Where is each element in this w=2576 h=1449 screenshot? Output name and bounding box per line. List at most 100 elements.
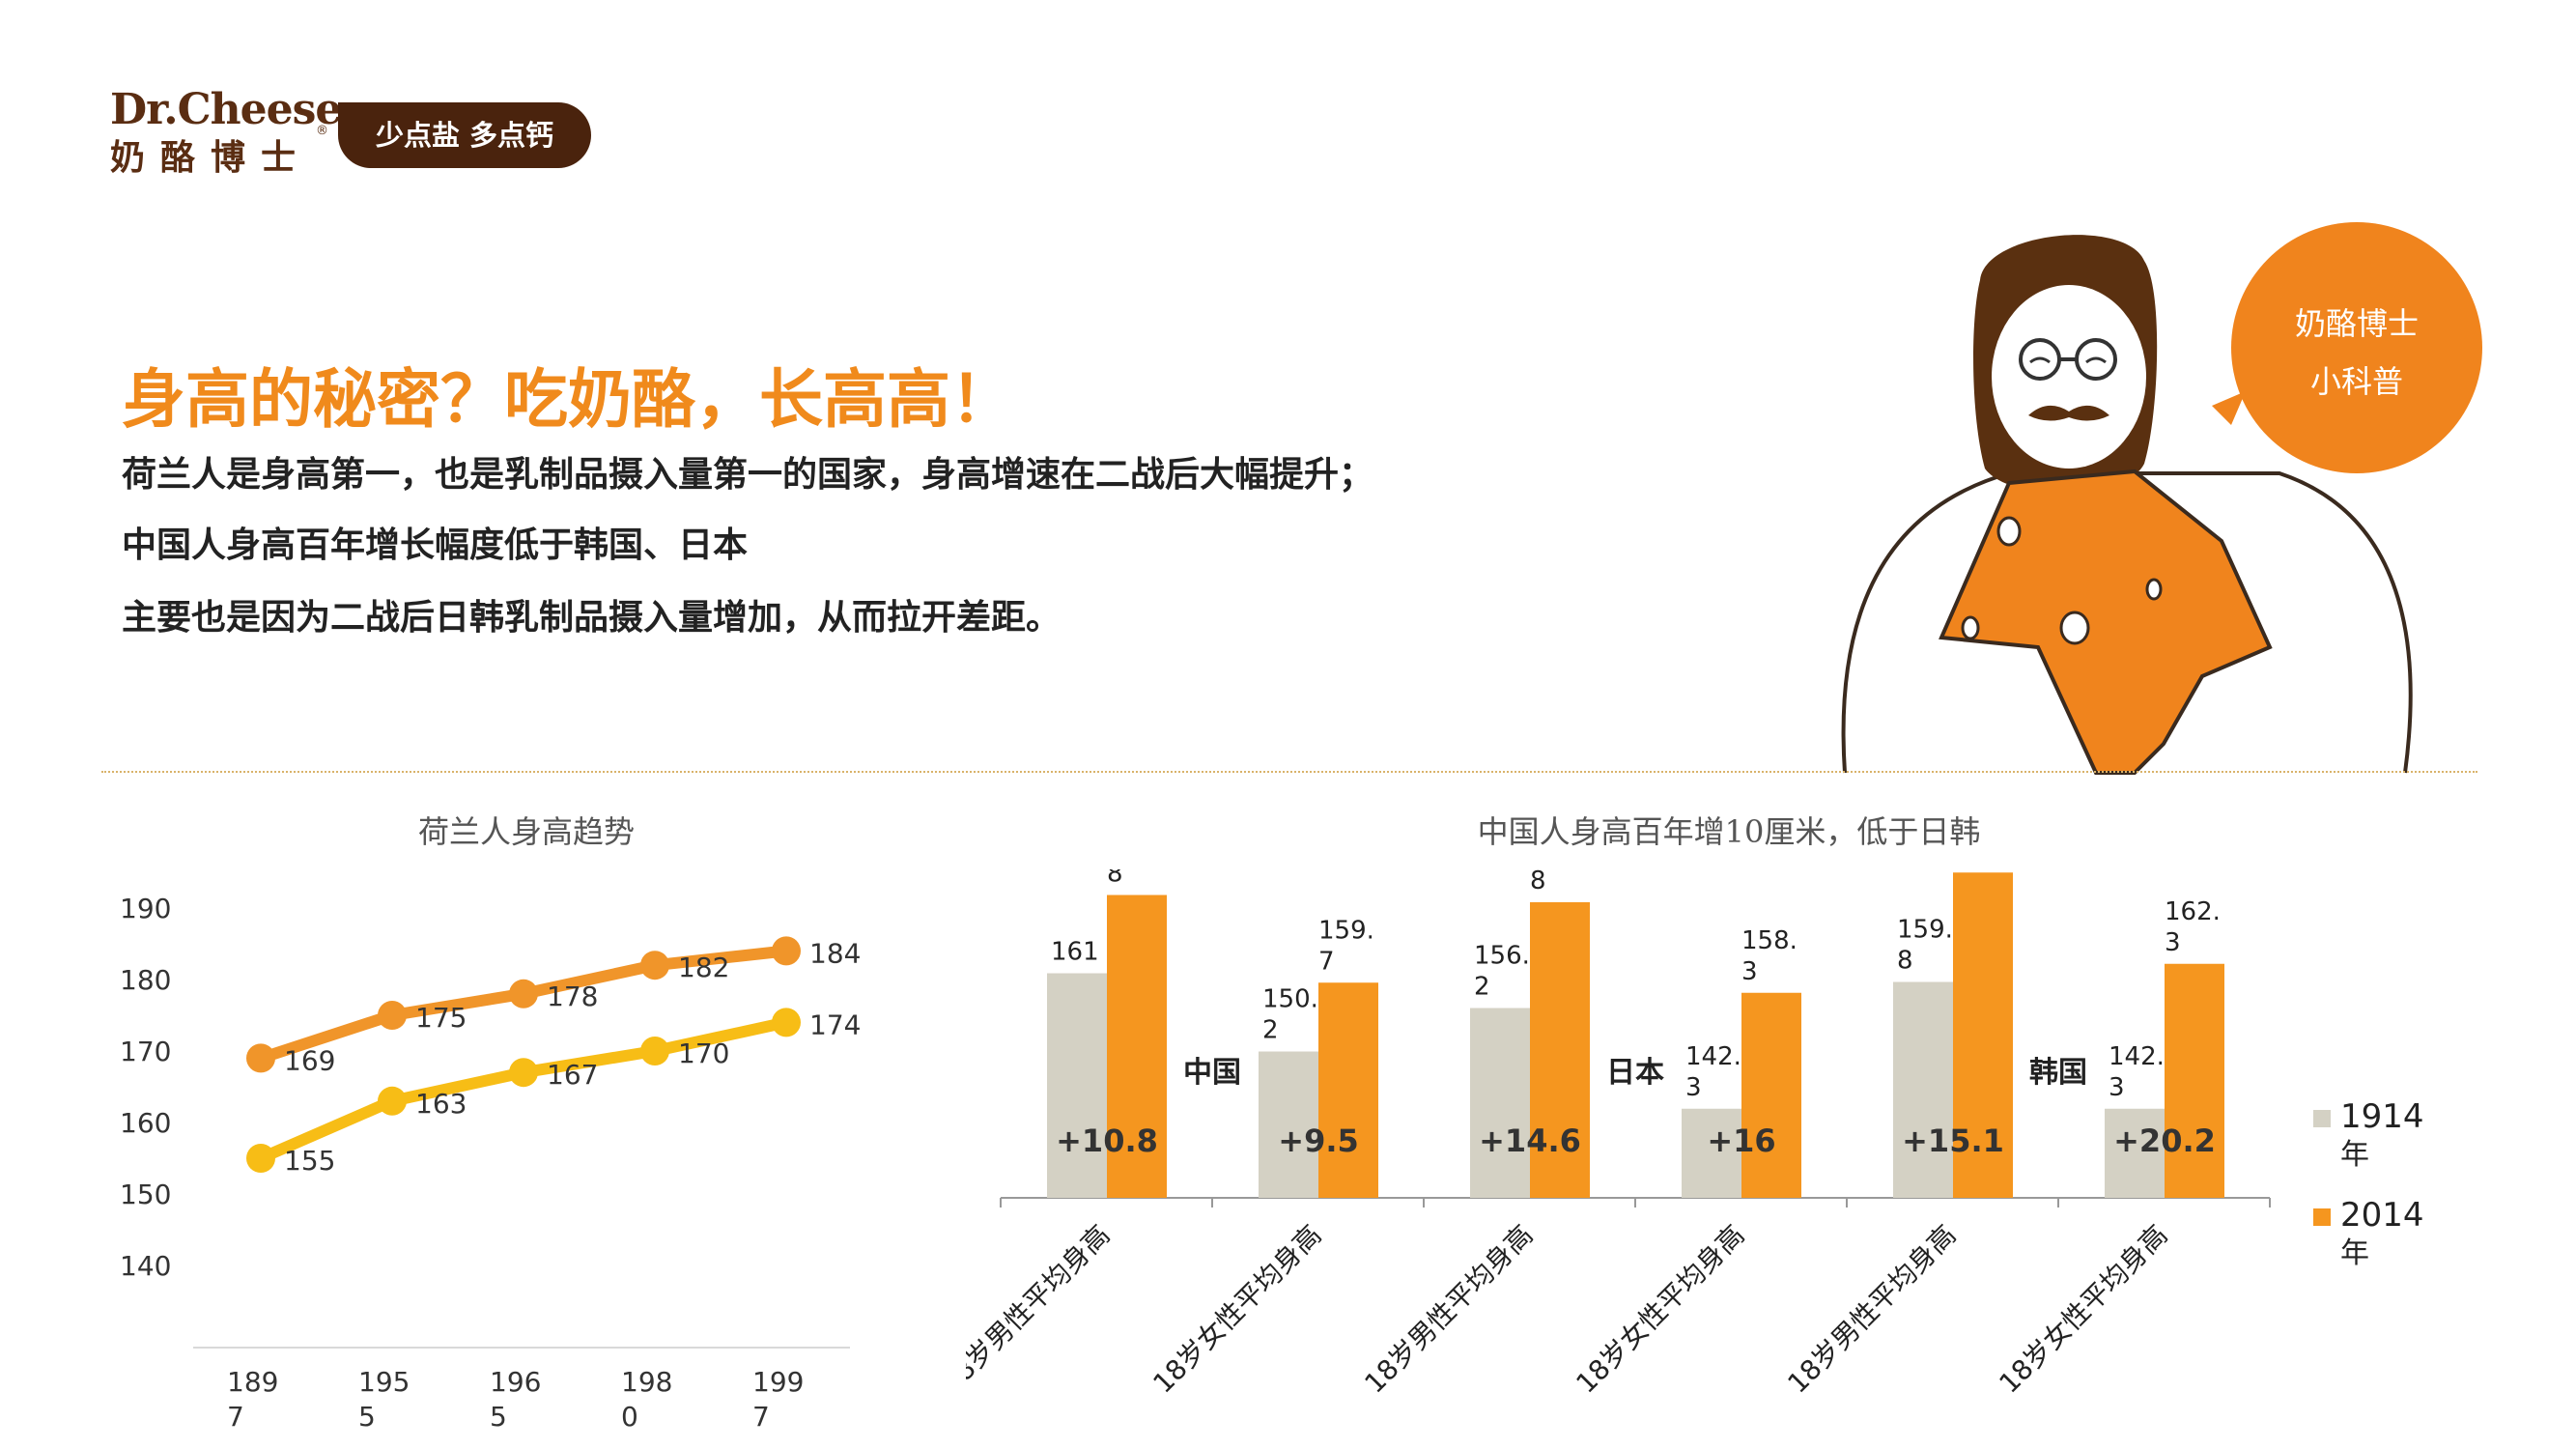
data-point [772,1008,801,1037]
y-tick-label: 160 [120,1107,171,1139]
x-tick-label: 7 [752,1401,770,1433]
bar-value-label: 3 [1741,957,1758,986]
country-label: 韩国 [2029,1056,2087,1090]
data-label: 178 [547,980,598,1012]
bar-value-label: 158. [1741,926,1798,955]
bar-2014 [1530,902,1590,1198]
increase-label: +16 [1707,1122,1775,1159]
bar-value-label: 142. [2109,1042,2165,1071]
bar-1914 [1470,1008,1530,1198]
bar-value-label: 162. [2165,897,2221,926]
bar-value-label: 142. [1685,1042,1741,1071]
category-label: 18岁女性平均身高 [1993,1219,2173,1400]
bar-value-label: 161 [1051,938,1099,967]
x-tick-label: 196 [490,1366,541,1398]
data-point [378,1001,407,1030]
y-tick-label: 190 [120,893,171,924]
increase-label: +10.8 [1056,1122,1158,1159]
page-title: 身高的秘密？吃奶酪，长高高！ [122,361,1014,437]
registered-mark: ® [316,124,328,138]
brand-slogan: 少点盐 多点钙 [338,102,591,168]
brand-name-en: Dr.Cheese [110,85,342,134]
category-label: 18岁女性平均身高 [1570,1219,1750,1400]
increase-label: +15.1 [1902,1122,2004,1159]
bar-1914 [1682,1108,1741,1198]
legend-label: 年 [2340,1138,2369,1172]
legend-label: 2014 [2340,1196,2424,1235]
bar-2014 [1741,992,1801,1198]
bar-2014 [2165,963,2224,1198]
category-label: 18岁女性平均身高 [1146,1219,1327,1400]
data-label: 163 [415,1088,467,1120]
bar-2014 [1107,895,1167,1198]
data-point [509,1058,538,1088]
line-chart: 1901801701601501401897195519651980199716… [120,893,861,1433]
bar-value-label: 2 [1474,973,1490,1002]
bar-1914 [2105,1108,2165,1198]
data-point [378,1086,407,1116]
bar-1914 [1893,981,1953,1198]
y-tick-label: 150 [120,1179,171,1210]
legend-swatch-2014 [2313,1208,2331,1226]
data-point [640,1037,669,1065]
legend-label: 1914 [2340,1097,2424,1136]
data-label: 182 [678,952,729,983]
data-label: 170 [678,1037,729,1069]
country-label: 中国 [1183,1056,1241,1090]
x-tick-label: 0 [621,1401,638,1433]
x-tick-label: 199 [752,1366,804,1398]
x-tick-label: 5 [358,1401,376,1433]
y-tick-label: 170 [120,1036,171,1067]
y-tick-label: 180 [120,964,171,996]
increase-label: +20.2 [2113,1122,2216,1159]
data-label: 175 [415,1002,467,1034]
bar-value-label: 159. [1318,916,1374,945]
category-label: 18岁男性平均身高 [1781,1219,1962,1400]
country-label: 日本 [1606,1056,1664,1090]
x-tick-label: 198 [621,1366,672,1398]
y-tick-label: 140 [120,1250,171,1282]
data-point [509,979,538,1009]
bar-value-label: 150. [1262,985,1318,1014]
bar-value-label: 7 [1318,947,1335,976]
increase-label: +14.6 [1479,1122,1581,1159]
bubble-text-line1: 奶酪博士 [2294,305,2419,342]
line-chart-title: 荷兰人身高趋势 [417,813,635,850]
legend-label: 年 [2340,1236,2369,1270]
bar-2014 [1318,982,1378,1198]
data-point [640,951,669,980]
data-label: 174 [809,1009,861,1040]
x-tick-label: 5 [490,1401,507,1433]
bar-value-label: 2 [1262,1016,1279,1045]
bubble-text-line2: 小科普 [2309,363,2403,400]
section-divider [101,771,2477,773]
bar-chart-title: 中国人身高百年增10厘米，低于日韩 [1477,813,1981,850]
body-line-1: 荷兰人是身高第一，也是乳制品摄入量第一的国家，身高增速在二战后大幅提升； [122,454,1374,495]
bar-value-label: 3 [1685,1073,1702,1102]
bar-value-label: 159. [1897,916,1953,945]
data-point [246,1144,275,1173]
increase-label: +9.5 [1278,1122,1359,1159]
data-label: 169 [284,1044,335,1076]
legend-swatch-1914 [2313,1110,2331,1127]
data-label: 184 [809,937,861,969]
mascot-illustration [1841,222,2482,775]
body-line-3: 主要也是因为二战后日韩乳制品摄入量增加，从而拉开差距。 [122,597,1062,638]
bar-value-label: 8 [1897,947,1913,976]
category-label: 18岁男性平均身高 [966,1219,1116,1400]
bar-1914 [1259,1051,1318,1198]
data-label: 155 [284,1145,335,1177]
x-tick-label: 189 [227,1366,278,1398]
data-point [772,936,801,966]
bar-value-label: 156. [1474,942,1530,971]
data-point [246,1043,275,1073]
x-tick-label: 7 [227,1401,244,1433]
bar-value-label: 8 [1530,869,1546,895]
bar-value-label: 3 [2165,928,2181,957]
bar-value-label: 3 [2109,1073,2125,1102]
x-tick-label: 195 [358,1366,410,1398]
bar-value-label: 8 [1107,869,1123,889]
category-label: 18岁男性平均身高 [1358,1219,1539,1400]
brand-name-cn: 奶酪博士 [110,137,312,178]
data-label: 167 [547,1059,598,1091]
